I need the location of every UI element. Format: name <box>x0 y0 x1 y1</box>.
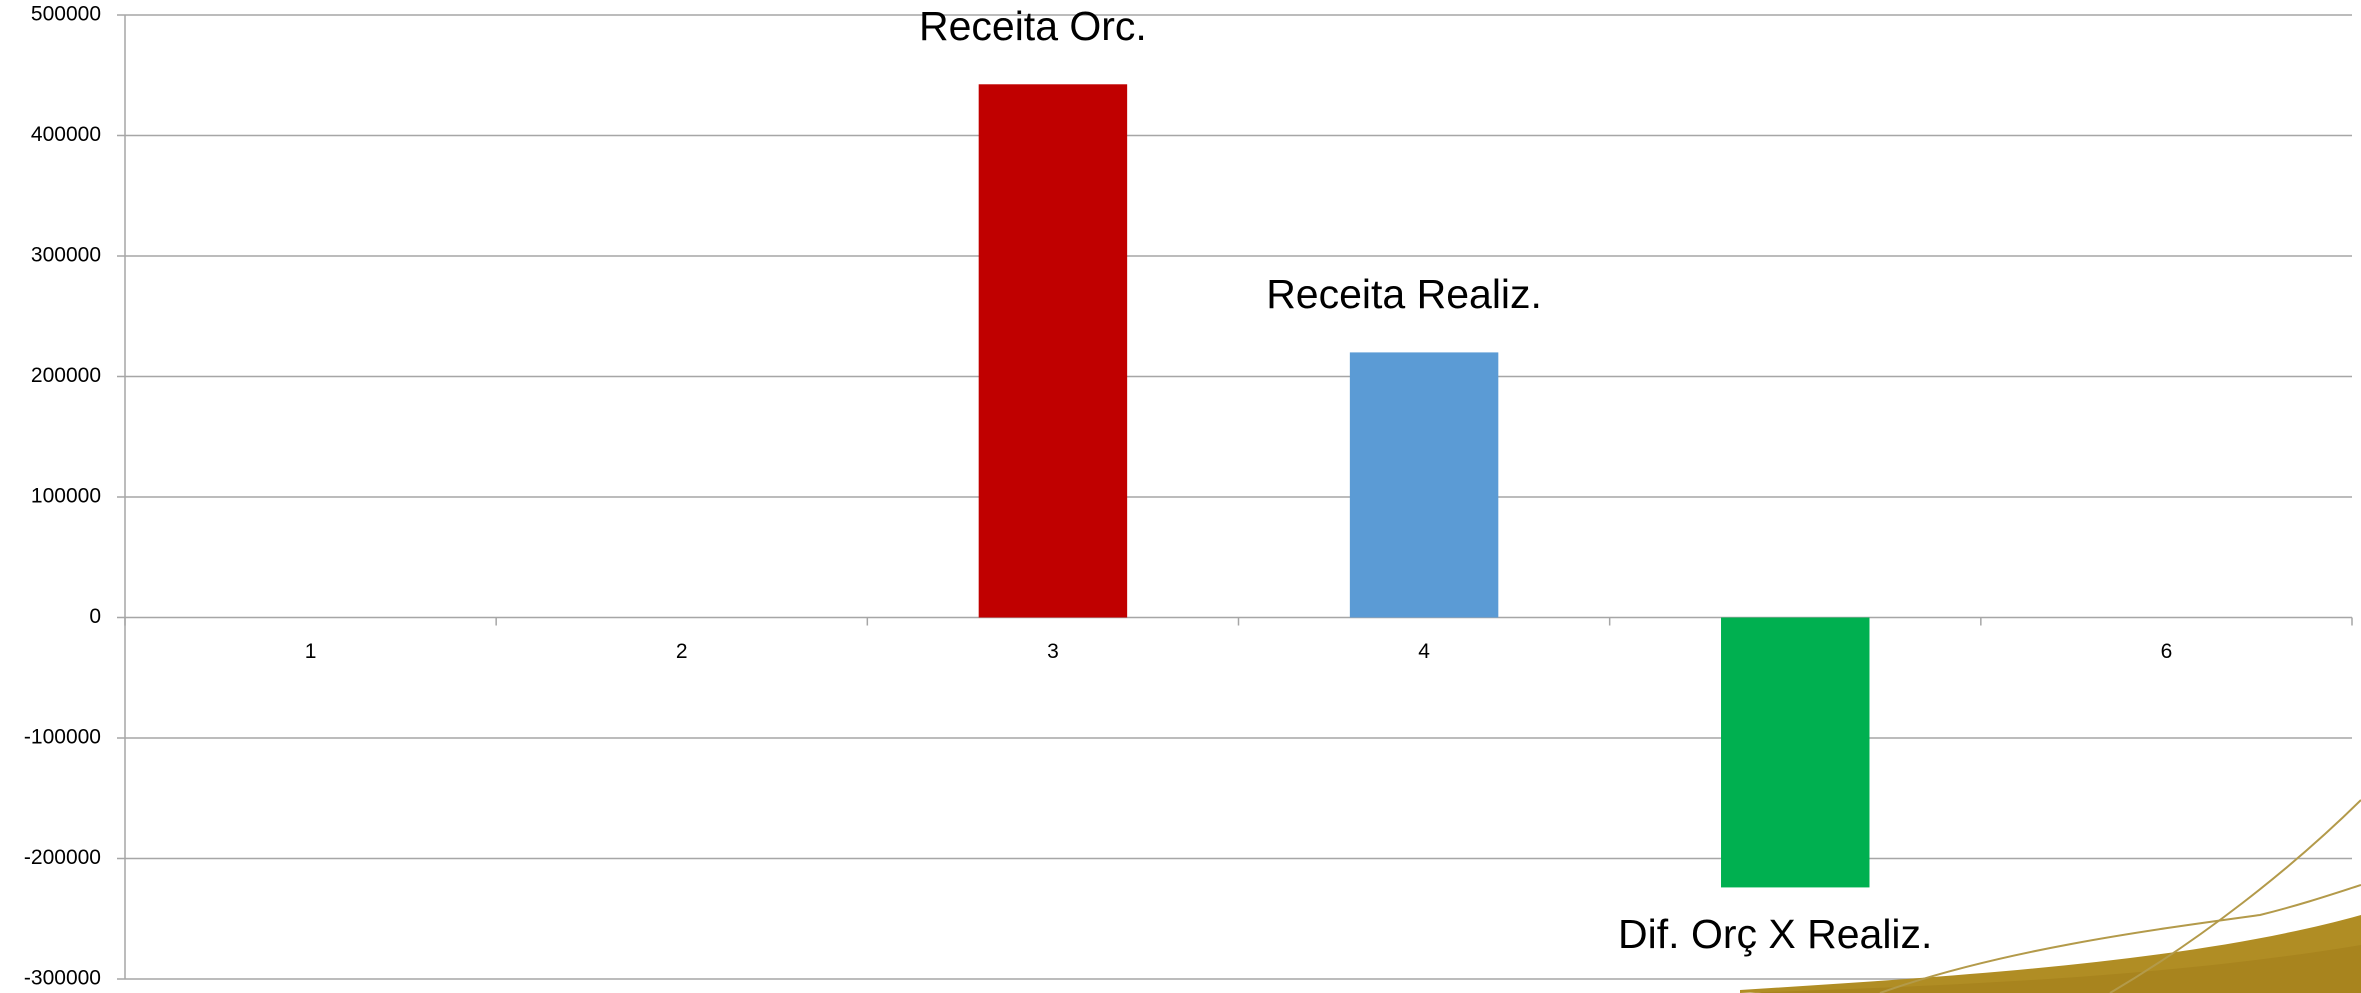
y-tick-label: 400000 <box>31 123 101 146</box>
y-tick-label: -300000 <box>24 967 101 990</box>
y-tick-label: -100000 <box>24 726 101 749</box>
x-tick-label: 6 <box>2161 640 2173 663</box>
x-tick-label: 4 <box>1418 640 1430 663</box>
y-tick-label: 0 <box>89 605 101 628</box>
x-tick-label: 2 <box>676 640 688 663</box>
y-tick-label: 200000 <box>31 364 101 387</box>
data-label: Receita Orc. <box>919 3 1147 49</box>
y-tick-label: -200000 <box>24 846 101 869</box>
bar <box>1349 352 1499 618</box>
bar <box>978 84 1128 618</box>
data-label: Dif. Orç X Realiz. <box>1618 911 1932 957</box>
decorative-swoosh <box>1740 799 2361 993</box>
y-tick-label: 300000 <box>31 244 101 267</box>
x-tick-label: 1 <box>305 640 317 663</box>
data-label: Receita Realiz. <box>1266 271 1542 317</box>
y-tick-label: 100000 <box>31 485 101 508</box>
x-tick-label: 3 <box>1047 640 1059 663</box>
bar <box>1721 617 1870 888</box>
y-tick-label: 500000 <box>31 3 101 26</box>
